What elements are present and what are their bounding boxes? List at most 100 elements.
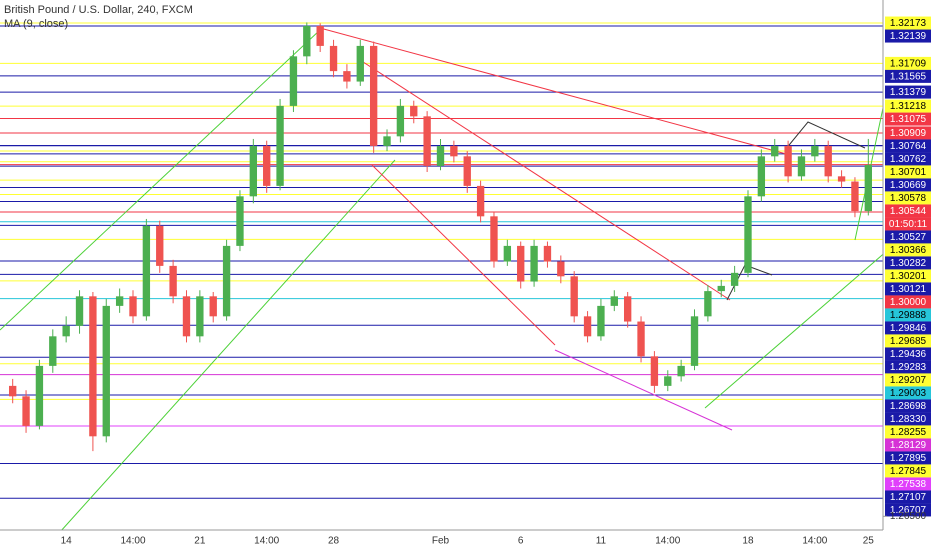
price-label-box — [885, 438, 931, 452]
channel-line — [0, 29, 321, 331]
price-label: 1.32173 — [890, 18, 927, 29]
price-label: 1.32139 — [890, 31, 927, 42]
price-label-box — [885, 295, 931, 309]
price-label-box — [885, 464, 931, 478]
price-label: 1.30366 — [890, 245, 927, 256]
price-label: 1.28129 — [890, 440, 927, 451]
price-label-box — [885, 165, 931, 179]
candle-body — [396, 105, 405, 137]
price-label-box — [885, 308, 931, 322]
price-label: 1.31218 — [890, 101, 927, 112]
price-label-box — [885, 334, 931, 348]
candle-body — [744, 196, 752, 273]
price-label-box — [885, 29, 931, 43]
x-tick-label: 14:00 — [254, 536, 279, 547]
price-label-box — [885, 16, 931, 30]
countdown-box — [885, 217, 931, 231]
trend-line — [359, 59, 731, 301]
candle-body — [316, 25, 324, 46]
candle-body — [570, 276, 578, 317]
price-label: 1.30578 — [890, 193, 927, 204]
price-label-box — [885, 256, 931, 270]
candle-body — [543, 245, 552, 262]
candle-body — [22, 396, 30, 426]
x-tick-label: 28 — [328, 536, 340, 547]
x-tick-label: 18 — [742, 536, 754, 547]
candle-body — [517, 245, 525, 282]
candle-body — [637, 321, 645, 357]
candle-body — [35, 365, 44, 426]
price-label-box — [885, 412, 931, 426]
candle-body — [610, 296, 618, 306]
price-label: 1.30000 — [890, 297, 927, 308]
candle-body — [369, 45, 378, 146]
candle-body — [650, 356, 659, 386]
candle-body — [476, 185, 485, 217]
channel-line — [59, 159, 396, 533]
candle-body — [450, 145, 458, 157]
price-label-box — [885, 425, 931, 439]
candle-body — [156, 225, 164, 266]
candle-body — [704, 291, 712, 317]
candle-body — [89, 296, 97, 437]
price-label-box — [885, 321, 931, 335]
candle-body — [236, 196, 244, 246]
price-label-box — [885, 503, 931, 517]
candle-body — [142, 225, 151, 317]
candle-body — [75, 296, 84, 326]
price-label: 1.27538 — [890, 479, 927, 490]
price-label-box — [885, 360, 931, 374]
price-label: 1.30201 — [890, 271, 927, 282]
price-label: 1.30282 — [890, 258, 927, 269]
price-label: 1.29207 — [890, 375, 927, 386]
candle-body — [410, 105, 418, 117]
candle-body — [102, 305, 110, 437]
price-label-box — [885, 347, 931, 361]
candle-body — [623, 296, 632, 322]
candle-body — [276, 105, 284, 186]
candle-body — [837, 176, 846, 182]
candle-body — [209, 296, 217, 317]
price-label-box — [885, 178, 931, 192]
candle-body — [690, 316, 699, 366]
price-label: 1.30544 — [890, 206, 927, 217]
x-tick-label: 21 — [194, 536, 206, 547]
price-label: 1.30764 — [890, 141, 927, 152]
candle-body — [343, 71, 351, 82]
candle-body — [463, 156, 471, 186]
price-label: 1.27107 — [890, 492, 927, 503]
candle-body — [784, 145, 792, 177]
price-label-box — [885, 451, 931, 465]
candles — [9, 22, 872, 452]
price-label: 1.27895 — [890, 453, 927, 464]
candle-body — [757, 156, 766, 197]
axis-labels: 1.32173 1.32139 1.31709 1.31565 1.31379 1.312… — [61, 16, 931, 547]
candle-body — [864, 165, 872, 212]
candle-body — [196, 296, 204, 337]
price-label-box — [885, 282, 931, 296]
price-label: 1.30909 — [890, 128, 927, 139]
price-label: 1.29888 — [890, 310, 927, 321]
candle-body — [169, 265, 177, 297]
trend-line — [554, 349, 733, 431]
price-label: 1.29685 — [890, 336, 927, 347]
candle-body — [597, 305, 605, 337]
time-axis — [0, 530, 932, 550]
candle-body — [664, 376, 672, 386]
price-label: 1.29003 — [890, 388, 927, 399]
candle-body — [249, 145, 258, 197]
price-label: 1.31709 — [890, 59, 927, 70]
price-label: 1.30762 — [890, 154, 927, 165]
price-label-box — [885, 204, 931, 218]
price-label-box — [885, 373, 931, 387]
price-label-box — [885, 56, 931, 70]
candle-body — [289, 56, 298, 106]
candle-body — [129, 296, 137, 317]
price-label: 1.31565 — [890, 72, 927, 83]
candle-body — [9, 385, 17, 397]
candle-body — [263, 145, 271, 186]
price-label-box — [885, 490, 931, 504]
price-label: 1.28698 — [890, 401, 927, 412]
